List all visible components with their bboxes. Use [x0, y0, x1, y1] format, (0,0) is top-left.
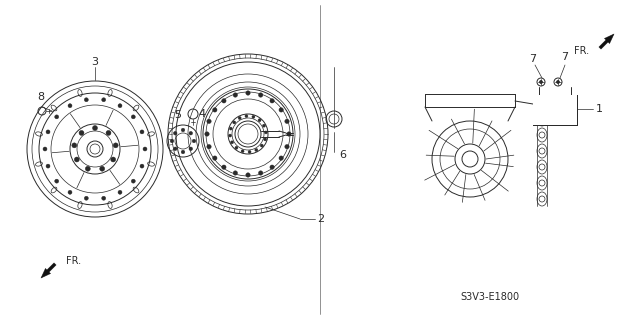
Circle shape: [233, 121, 236, 124]
Circle shape: [106, 130, 111, 135]
Circle shape: [248, 151, 251, 153]
Circle shape: [85, 166, 90, 171]
Circle shape: [205, 132, 209, 136]
Circle shape: [74, 157, 79, 162]
Circle shape: [238, 116, 241, 120]
Circle shape: [113, 143, 118, 148]
Circle shape: [259, 93, 263, 97]
Circle shape: [245, 115, 248, 118]
Circle shape: [102, 98, 106, 102]
Circle shape: [221, 99, 226, 103]
Circle shape: [54, 115, 59, 119]
Text: S3V3-E1800: S3V3-E1800: [460, 292, 520, 302]
Circle shape: [143, 147, 147, 151]
Circle shape: [258, 119, 261, 122]
Circle shape: [259, 171, 263, 175]
Circle shape: [260, 144, 263, 147]
Circle shape: [262, 124, 266, 127]
Circle shape: [170, 139, 174, 143]
Circle shape: [252, 115, 255, 118]
Circle shape: [228, 134, 232, 137]
Circle shape: [212, 108, 217, 112]
Text: 7: 7: [561, 52, 568, 62]
Text: FR.: FR.: [574, 46, 589, 56]
Circle shape: [189, 131, 193, 135]
Circle shape: [43, 147, 47, 151]
Text: 6: 6: [339, 150, 346, 160]
Circle shape: [246, 173, 250, 177]
Circle shape: [264, 138, 267, 141]
Circle shape: [140, 164, 144, 168]
Circle shape: [279, 108, 284, 112]
Circle shape: [181, 150, 185, 154]
Circle shape: [118, 104, 122, 108]
Circle shape: [235, 146, 238, 149]
Circle shape: [189, 147, 193, 151]
Circle shape: [241, 150, 244, 153]
Circle shape: [173, 131, 177, 135]
Circle shape: [270, 99, 275, 103]
Polygon shape: [599, 34, 614, 49]
Circle shape: [285, 145, 289, 149]
Circle shape: [68, 104, 72, 108]
Circle shape: [140, 130, 144, 134]
Circle shape: [181, 128, 185, 132]
Circle shape: [229, 127, 232, 130]
Circle shape: [285, 119, 289, 123]
Circle shape: [212, 156, 217, 160]
Circle shape: [173, 147, 177, 151]
Circle shape: [279, 156, 284, 160]
Circle shape: [84, 196, 88, 200]
Circle shape: [233, 93, 237, 97]
Circle shape: [207, 145, 211, 149]
Circle shape: [118, 190, 122, 194]
Circle shape: [100, 166, 105, 171]
Circle shape: [93, 125, 97, 130]
Circle shape: [46, 164, 50, 168]
Text: 5: 5: [175, 110, 182, 120]
Circle shape: [207, 119, 211, 123]
Circle shape: [68, 190, 72, 194]
Text: 8: 8: [37, 92, 45, 102]
Text: FR.: FR.: [66, 256, 81, 266]
Text: 1: 1: [595, 104, 602, 114]
Circle shape: [111, 157, 116, 162]
Circle shape: [79, 130, 84, 135]
Circle shape: [230, 141, 234, 144]
Circle shape: [102, 196, 106, 200]
Circle shape: [287, 132, 291, 136]
Circle shape: [131, 115, 135, 119]
Circle shape: [255, 148, 258, 152]
Circle shape: [270, 165, 275, 169]
Circle shape: [264, 131, 268, 134]
Circle shape: [54, 179, 59, 183]
Circle shape: [84, 98, 88, 102]
Circle shape: [131, 179, 135, 183]
Circle shape: [246, 91, 250, 95]
Circle shape: [46, 130, 50, 134]
Circle shape: [192, 139, 196, 143]
Circle shape: [233, 171, 237, 175]
Circle shape: [557, 80, 559, 84]
Text: 7: 7: [529, 54, 536, 64]
Text: 3: 3: [92, 57, 99, 67]
Text: 4: 4: [198, 109, 205, 119]
Polygon shape: [41, 263, 56, 278]
Text: 2: 2: [317, 214, 324, 224]
FancyBboxPatch shape: [533, 95, 577, 125]
Circle shape: [540, 80, 543, 84]
Circle shape: [221, 165, 226, 169]
Circle shape: [72, 143, 77, 148]
